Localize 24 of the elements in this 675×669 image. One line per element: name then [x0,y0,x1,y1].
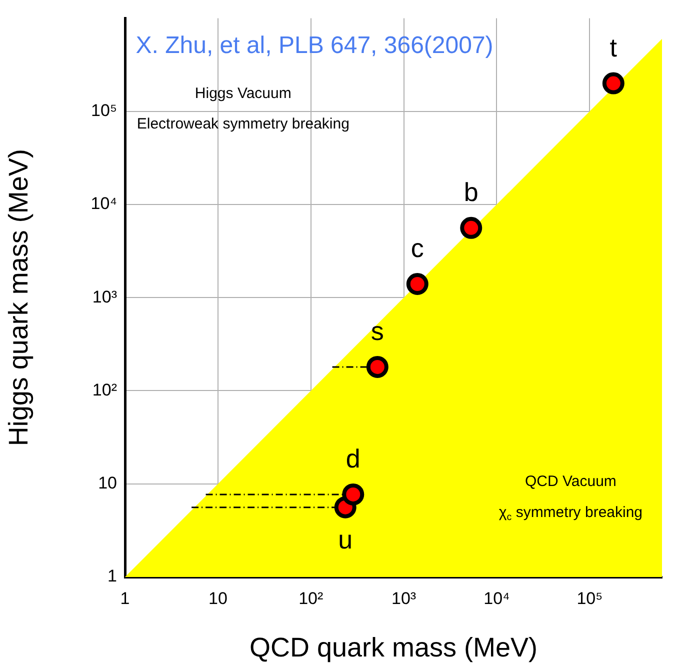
annotation: u [338,524,353,554]
annotation: Electroweak symmetry breaking [136,116,350,133]
y-tick-label: 10³ [92,287,118,306]
y-tick-label: 10² [92,380,118,400]
y-tick-label: 10 [98,474,117,493]
x-tick-label: 10⁵ [576,588,603,608]
annotation: t [610,32,618,62]
annotation: X. Zhu, et al, PLB 647, 366(2007) [136,32,494,59]
x-tick-label: 10³ [392,588,416,608]
annotation: b [464,177,478,208]
y-tick-label: 10⁵ [91,101,117,120]
x-tick-label: 1 [120,588,130,608]
x-tick-label: 10⁴ [484,588,510,608]
y-tick-label: 1 [108,566,117,586]
y-axis-title: Higgs quark mass (MeV) [4,149,34,446]
annotation: d [346,444,360,474]
annotation: c [410,233,424,264]
annotation: QCD Vacuum [525,473,616,490]
x-axis-title: QCD quark mass (MeV) [249,632,538,662]
x-tick-label: 10² [298,588,324,608]
y-tick-label: 10⁴ [90,194,117,214]
x-tick-label: 10 [208,588,228,608]
annotation: Higgs Vacuum [194,84,292,102]
annotation: s [370,316,384,346]
